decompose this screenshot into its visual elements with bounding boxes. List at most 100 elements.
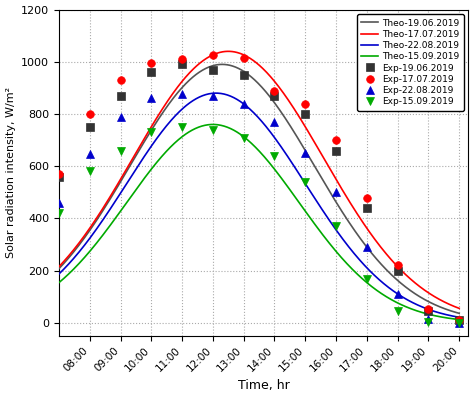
Theo-19.06.2019: [247, 73, 253, 78]
Exp-15.09.2019: [87, 169, 92, 174]
Exp-17.07.2019: [210, 53, 216, 58]
Theo-22.08.2019: [385, 285, 391, 289]
Exp-22.08.2019: [87, 152, 92, 157]
Exp-17.07.2019: [456, 318, 462, 323]
Exp-15.09.2019: [395, 309, 401, 314]
Exp-15.09.2019: [148, 130, 154, 135]
Exp-22.08.2019: [426, 317, 431, 322]
Exp-15.09.2019: [272, 153, 277, 158]
Exp-15.09.2019: [364, 276, 370, 281]
Line: Theo-19.06.2019: Theo-19.06.2019: [59, 64, 459, 313]
Exp-15.09.2019: [333, 224, 339, 229]
X-axis label: Time, hr: Time, hr: [238, 379, 290, 392]
Exp-22.08.2019: [456, 320, 462, 325]
Exp-17.07.2019: [395, 263, 401, 268]
Exp-22.08.2019: [210, 94, 216, 98]
Exp-19.06.2019: [302, 111, 308, 116]
Exp-15.09.2019: [302, 179, 308, 184]
Exp-17.07.2019: [118, 78, 123, 82]
Theo-22.08.2019: [249, 109, 255, 114]
Theo-19.06.2019: [219, 62, 225, 67]
Exp-17.07.2019: [426, 306, 431, 311]
Exp-19.06.2019: [364, 206, 370, 211]
Exp-17.07.2019: [56, 172, 62, 176]
Exp-22.08.2019: [333, 190, 339, 195]
Exp-22.08.2019: [118, 114, 123, 119]
Line: Exp-22.08.2019: Exp-22.08.2019: [55, 91, 463, 327]
Exp-19.06.2019: [395, 268, 401, 273]
Exp-15.09.2019: [179, 125, 185, 129]
Y-axis label: Solar radiation intensity, W/m²: Solar radiation intensity, W/m²: [6, 87, 16, 258]
Exp-19.06.2019: [56, 174, 62, 179]
Theo-17.07.2019: [385, 254, 391, 258]
Theo-15.09.2019: [295, 199, 301, 203]
Exp-19.06.2019: [456, 318, 462, 323]
Line: Exp-15.09.2019: Exp-15.09.2019: [55, 123, 463, 327]
Legend: Theo-19.06.2019, Theo-17.07.2019, Theo-22.08.2019, Theo-15.09.2019, Exp-19.06.20: Theo-19.06.2019, Theo-17.07.2019, Theo-2…: [357, 14, 464, 111]
Exp-22.08.2019: [148, 96, 154, 101]
Theo-17.07.2019: [247, 56, 253, 60]
Exp-19.06.2019: [210, 67, 216, 72]
Exp-15.09.2019: [56, 211, 62, 216]
Theo-17.07.2019: [295, 113, 301, 117]
Exp-19.06.2019: [179, 62, 185, 67]
Exp-17.07.2019: [179, 57, 185, 62]
Theo-22.08.2019: [273, 138, 279, 142]
Theo-15.09.2019: [385, 295, 391, 300]
Exp-15.09.2019: [456, 320, 462, 325]
Line: Theo-17.07.2019: Theo-17.07.2019: [59, 51, 459, 308]
Exp-19.06.2019: [333, 148, 339, 153]
Exp-19.06.2019: [272, 94, 277, 98]
Exp-19.06.2019: [148, 70, 154, 74]
Theo-15.09.2019: [56, 280, 62, 285]
Exp-22.08.2019: [395, 292, 401, 297]
Theo-15.09.2019: [273, 169, 279, 174]
Theo-15.09.2019: [210, 122, 216, 127]
Exp-17.07.2019: [87, 111, 92, 116]
Exp-17.07.2019: [241, 55, 246, 60]
Theo-19.06.2019: [273, 103, 279, 107]
Exp-22.08.2019: [302, 151, 308, 156]
Theo-19.06.2019: [295, 136, 301, 141]
Theo-22.08.2019: [295, 170, 301, 175]
Exp-19.06.2019: [241, 72, 246, 77]
Line: Exp-19.06.2019: Exp-19.06.2019: [55, 60, 463, 324]
Line: Theo-22.08.2019: Theo-22.08.2019: [59, 93, 459, 317]
Exp-19.06.2019: [118, 94, 123, 98]
Theo-17.07.2019: [56, 264, 62, 269]
Theo-17.07.2019: [273, 81, 279, 86]
Theo-22.08.2019: [447, 313, 453, 318]
Exp-17.07.2019: [333, 138, 339, 142]
Theo-15.09.2019: [447, 316, 453, 321]
Exp-17.07.2019: [302, 101, 308, 106]
Exp-22.08.2019: [364, 245, 370, 250]
Theo-22.08.2019: [247, 107, 253, 111]
Exp-17.07.2019: [364, 195, 370, 200]
Theo-17.07.2019: [456, 306, 462, 311]
Theo-17.07.2019: [225, 49, 231, 54]
Theo-17.07.2019: [447, 302, 453, 307]
Exp-19.06.2019: [426, 309, 431, 314]
Exp-15.09.2019: [426, 319, 431, 324]
Theo-15.09.2019: [247, 139, 253, 144]
Theo-19.06.2019: [447, 308, 453, 313]
Theo-19.06.2019: [56, 266, 62, 271]
Theo-22.08.2019: [56, 271, 62, 276]
Theo-17.07.2019: [249, 57, 255, 62]
Exp-22.08.2019: [56, 201, 62, 205]
Theo-19.06.2019: [385, 269, 391, 273]
Theo-15.09.2019: [249, 142, 255, 146]
Exp-15.09.2019: [241, 135, 246, 140]
Line: Exp-17.07.2019: Exp-17.07.2019: [55, 51, 463, 324]
Theo-22.08.2019: [456, 315, 462, 320]
Exp-15.09.2019: [118, 148, 123, 153]
Exp-17.07.2019: [272, 88, 277, 93]
Line: Theo-15.09.2019: Theo-15.09.2019: [59, 125, 459, 320]
Theo-19.06.2019: [456, 311, 462, 316]
Theo-19.06.2019: [249, 75, 255, 80]
Exp-17.07.2019: [148, 61, 154, 66]
Exp-22.08.2019: [179, 92, 185, 97]
Exp-19.06.2019: [87, 125, 92, 129]
Exp-15.09.2019: [210, 127, 216, 132]
Theo-22.08.2019: [213, 91, 219, 96]
